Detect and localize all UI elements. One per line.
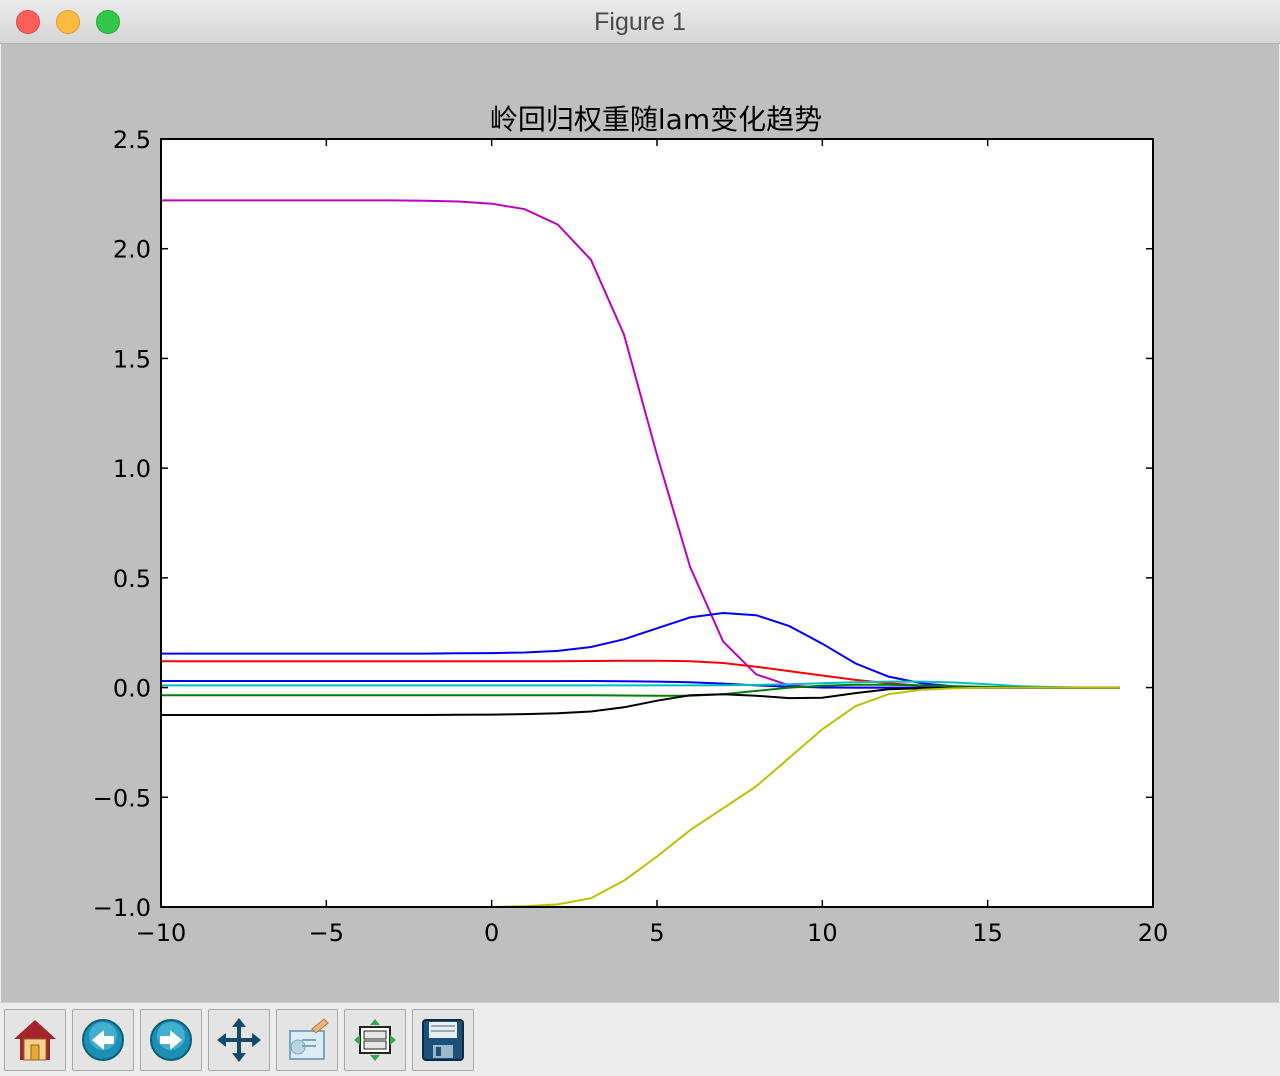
maximize-window-button[interactable]	[96, 10, 120, 34]
y-tick-label: 1.5	[113, 345, 151, 373]
pan-button[interactable]	[208, 1009, 270, 1071]
figure-canvas[interactable]: 岭回归权重随lam变化趋势 −10 −5 0 5 10 15 20 −1.0 −0.5 0.0 0.…	[1, 44, 1279, 1002]
subplots-icon	[354, 1019, 396, 1061]
minimize-window-button[interactable]	[56, 10, 80, 34]
x-tick-label: −5	[309, 919, 344, 947]
close-window-button[interactable]	[16, 10, 40, 34]
zoom-button[interactable]	[276, 1009, 338, 1071]
subplots-button[interactable]	[344, 1009, 406, 1071]
window-title: Figure 1	[594, 8, 686, 36]
tick-labels: −10 −5 0 5 10 15 20 −1.0 −0.5 0.0 0.5 1.0 1.5 2.0 2.5	[93, 126, 1169, 947]
x-tick-label: 20	[1138, 919, 1169, 947]
x-tick-label: 0	[484, 919, 499, 947]
plot-frame	[160, 138, 1154, 908]
x-tick-label: 5	[649, 919, 664, 947]
zoom-rect-icon	[289, 1018, 329, 1060]
home-button[interactable]	[4, 1009, 66, 1071]
series-group	[161, 199, 1120, 907]
title-bar[interactable]: Figure 1	[0, 0, 1280, 44]
x-tick-label: 15	[972, 919, 1003, 947]
y-tick-label: 2.0	[113, 236, 151, 264]
y-tick-label: 1.0	[113, 455, 151, 483]
series-line-5	[161, 680, 1120, 689]
line-chart: 岭回归权重随lam变化趋势 −10 −5 0 5 10 15 20 −1.0 −0.5 0.0 0.…	[93, 103, 1169, 947]
chart-title: 岭回归权重随lam变化趋势	[490, 103, 822, 136]
back-arrow-icon	[82, 1019, 124, 1061]
navigation-toolbar	[0, 1002, 1280, 1076]
plot-area	[161, 139, 1153, 907]
move-icon	[217, 1018, 261, 1062]
y-tick-label: 0.0	[113, 675, 151, 703]
y-tick-label: 2.5	[113, 126, 151, 154]
back-button[interactable]	[72, 1009, 134, 1071]
save-icon	[422, 1019, 464, 1061]
x-tick-label: 10	[807, 919, 838, 947]
series-line-6	[161, 683, 1120, 697]
x-tick-label: −10	[136, 919, 187, 947]
save-button[interactable]	[412, 1009, 474, 1071]
y-tick-label: −1.0	[93, 894, 151, 922]
y-tick-label: −0.5	[93, 784, 151, 812]
y-tick-label: 0.5	[113, 565, 151, 593]
forward-button[interactable]	[140, 1009, 202, 1071]
forward-arrow-icon	[150, 1019, 192, 1061]
home-icon	[14, 1020, 56, 1061]
series-line-8	[488, 686, 1120, 907]
